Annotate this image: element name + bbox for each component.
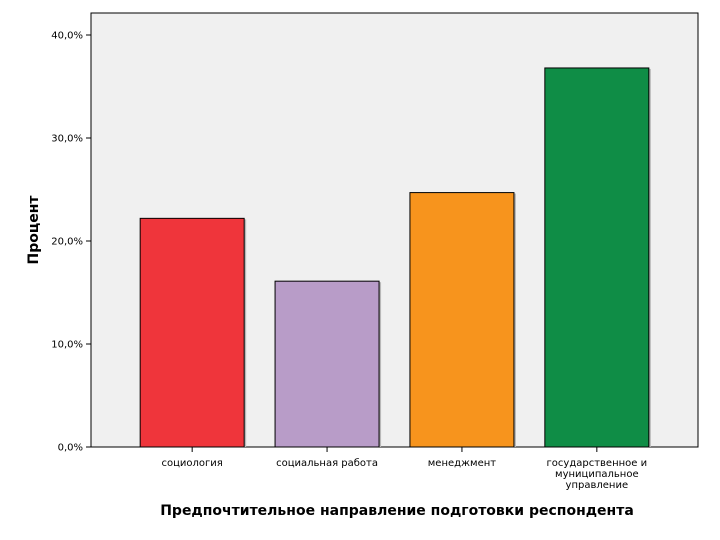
x-tick-label: социология — [162, 458, 223, 469]
y-tick-label: 10,0% — [51, 340, 83, 351]
bar — [274, 280, 380, 448]
bar — [139, 217, 245, 448]
x-axis-title: Предпочтительное направление подготовки … — [160, 503, 634, 519]
bars-group — [139, 67, 651, 448]
y-tick-label: 40,0% — [51, 31, 83, 42]
y-tick-label: 30,0% — [51, 134, 83, 145]
x-tick-label: социальная работа — [276, 458, 378, 469]
y-tick-label: 0,0% — [58, 443, 83, 454]
bar — [409, 192, 515, 448]
x-axis: социология социальная работа менеджмент гос… — [162, 447, 648, 491]
x-tick-label: государственное и муниципальное управление — [547, 458, 648, 491]
bar — [544, 67, 650, 448]
y-tick-label: 20,0% — [51, 237, 83, 248]
y-axis-title: Процент — [26, 195, 42, 265]
y-axis: 0,0% 10,0% 20,0% 30,0% 40,0% — [51, 31, 91, 454]
x-tick-label: менеджмент — [428, 458, 497, 469]
